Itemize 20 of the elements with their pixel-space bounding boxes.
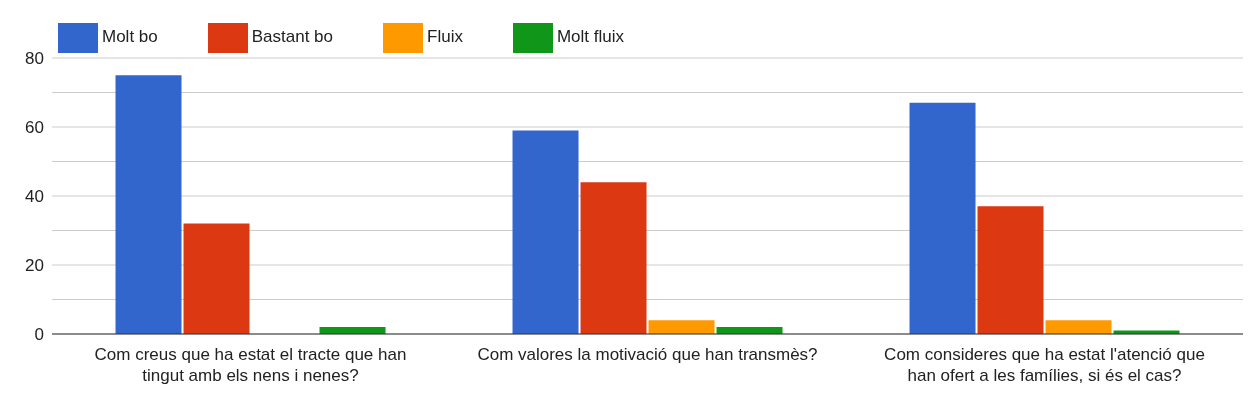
y-tick-label: 0 — [34, 325, 44, 345]
x-tick-label: Com creus que ha estat el tracte que han tingut amb els nens i nenes? — [94, 345, 407, 385]
bar — [1045, 320, 1112, 334]
y-tick-label: 40 — [25, 187, 44, 207]
y-tick-label: 80 — [25, 49, 44, 69]
bar — [977, 206, 1044, 334]
bar — [909, 102, 976, 334]
legend-label: Fluix — [427, 27, 463, 47]
x-tick-label: Com consideres que ha estat l'atenció que han ofert a les famílies, si és el cas? — [884, 345, 1205, 385]
legend-label: Molt fluix — [556, 27, 625, 47]
y-tick-label: 20 — [25, 256, 44, 276]
y-tick-label: 60 — [25, 118, 44, 138]
x-tick-label: Com valores la motivació que han transmès? — [477, 345, 818, 364]
legend-label: Bastant bo — [251, 27, 334, 47]
bar — [115, 75, 182, 334]
legend-label: Molt bo — [102, 27, 158, 47]
bar — [512, 130, 579, 334]
bar — [580, 182, 647, 334]
bar — [183, 223, 250, 334]
bar — [648, 320, 715, 334]
